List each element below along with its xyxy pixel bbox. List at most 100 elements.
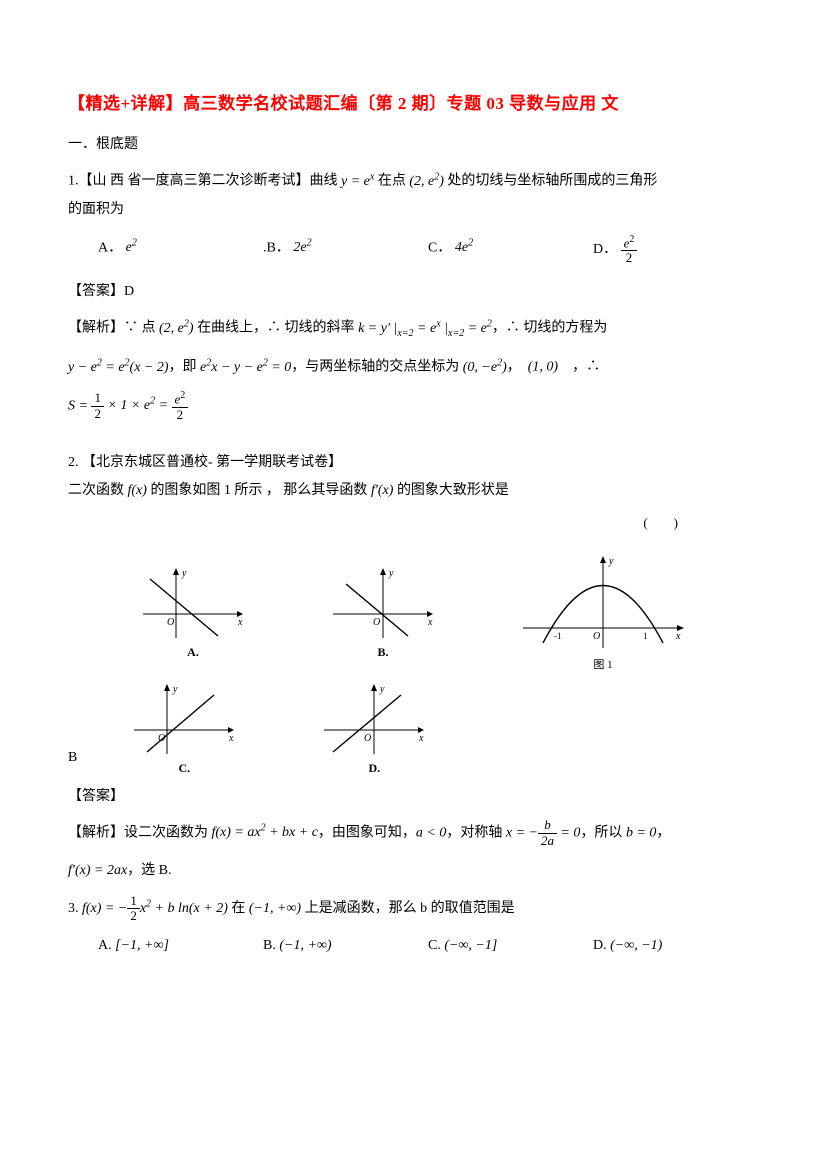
q2-t1: 二次函数 [68,483,128,498]
q2-ep5: f′(x) = 2ax [68,863,127,878]
q1-point: (2, e2) [409,174,444,189]
svg-text:y: y [172,684,178,695]
q2-explain-label: 【解析】 [68,825,124,840]
graph-d: x y O D. [319,682,429,780]
opt-val: (−∞, −1) [610,938,662,953]
opt-label: D. [593,938,607,953]
svg-text:y: y [608,556,614,567]
q3-t3: 上是减函数，那么 b 的取值范围是 [301,901,515,916]
q3-t1: 3. [68,901,82,916]
q2-t2: 的图象如图 1 所示 ， 那么其导函数 [147,483,371,498]
caption-c: C. [129,757,239,780]
svg-text:O: O [593,631,600,642]
opt-val: 4e2 [455,240,473,255]
opt-label: A. [98,938,112,953]
graph-c: x y O C. [129,682,239,780]
line-graph-icon: x y O [138,566,248,641]
svg-text:y: y [181,568,187,579]
question-2: 2. 【北京东城区普通校- 第一学期联考试卷】 二次函数 f(x) 的图象如图 … [68,449,758,888]
svg-text:x: x [228,733,234,744]
opt-val: (−∞, −1] [444,938,497,953]
question-1: 1.【山 西 省一度高三第二次诊断考试】曲线 y = ex 在点 (2, e2)… [68,167,758,423]
svg-text:x: x [418,733,424,744]
q1-options: A． e2 .B． 2e2 C． 4e2 D． e2 2 [68,234,758,266]
svg-text:y: y [379,684,385,695]
q2-e3: ，对称轴 [446,825,506,840]
q1-source: 1.【山 西 省一度高三第二次诊断考试】 [68,174,310,189]
q2-e1: 设二次函数为 [124,825,212,840]
q1-e2: 在曲线上，∴ 切线的斜率 [194,321,359,336]
opt-label: D． [593,242,617,257]
q1-option-c: C． 4e2 [428,234,593,266]
q2-ep4: b = 0 [626,825,656,840]
parabola-icon: x y O -1 1 [518,553,688,653]
caption-b: B. [328,641,438,664]
q1-ep2: k = y′ |x=2 = ex |x=2 = e2 [358,321,492,336]
opt-label: C. [428,938,441,953]
q3-int: (−1, +∞) [249,901,301,916]
opt-val: e2 [126,240,137,255]
q1-answer: D [124,284,134,299]
q3-option-c: C. (−∞, −1] [428,933,593,960]
q3-t2: 在 [228,901,249,916]
svg-text:O: O [364,733,371,744]
q2-fpx: f′(x) [371,483,394,498]
q1-ep5: (0, −e2) [463,360,507,375]
q1-t2: 在点 [374,174,409,189]
q1-ep3: y − e2 = e2(x − 2) [68,360,169,375]
q1-e5: ，与两坐标轴的交点坐标为 [291,360,463,375]
fig1-caption: 图 1 [518,655,688,676]
svg-text:O: O [158,733,165,744]
question-3: 3. f(x) = −12x2 + b ln(x + 2) 在 (−1, +∞)… [68,894,758,960]
q1-option-b: .B． 2e2 [263,234,428,266]
opt-val: (−1, +∞) [279,938,331,953]
q1-e4: ，即 [169,360,201,375]
opt-val: e2 2 [621,234,638,266]
answer-b-inline: B [68,745,77,772]
q3-option-b: B. (−1, +∞) [263,933,428,960]
q1-answer-label: 【答案】 [68,284,124,299]
opt-val: 2e2 [293,240,311,255]
line-graph-icon: x y O [328,566,438,641]
svg-text:O: O [373,617,380,628]
page-title: 【精选+详解】高三数学名校试题汇编〔第 2 期〕专题 03 导数与应用 文 [68,88,758,120]
q1-t3: 处的切线与坐标轴所围成的三角形 [444,174,658,189]
q1-ep4: e2x − y − e2 = 0 [200,360,291,375]
q1-curve: y = ex [341,174,374,189]
svg-text:-1: -1 [554,631,562,641]
q2-fx: f(x) [128,483,147,498]
q2-answer-label: 【答案】 [68,789,124,804]
q1-e7: ，∴ [572,360,600,375]
q2-source: 2. 【北京东城区普通校- 第一学期联考试卷】 [68,449,758,477]
graph-b: x y O B. [328,566,438,664]
q1-option-d: D． e2 2 [593,234,758,266]
q3-option-a: A. [−1, +∞] [98,933,263,960]
svg-text:O: O [167,617,174,628]
q1-t1: 曲线 [310,174,342,189]
q1-e1: ∵ 点 [124,321,159,336]
q1-explain-label: 【解析】 [68,321,124,336]
svg-text:1: 1 [643,631,648,641]
q2-paren: ( ) [68,511,758,536]
opt-label: .B． [263,240,290,255]
line-graph-icon: x y O [319,682,429,757]
opt-label: C． [428,240,451,255]
q2-ep1: f(x) = ax2 + bx + c [212,825,318,840]
opt-label: B. [263,938,276,953]
q2-e5: ， [656,825,670,840]
svg-text:y: y [388,568,394,579]
caption-d: D. [319,757,429,780]
q2-t3: 的图象大致形状是 [393,483,509,498]
svg-text:x: x [237,617,243,628]
q3-fx: f(x) = − [82,901,127,916]
q2-e2: ，由图象可知， [318,825,416,840]
q2-e6: ，选 B. [127,863,171,878]
q1-ep6: (1, 0) [528,360,558,375]
graphs-row-1: x y O A. x y O B. [68,553,758,676]
graph-a: x y O A. [138,566,248,664]
q2-e4: ，所以 [580,825,626,840]
q1-t4: 的面积为 [68,196,758,224]
graph-fig1: x y O -1 1 图 1 [518,553,688,676]
q1-option-a: A． e2 [98,234,263,266]
graphs-row-2: B x y O C. [68,682,758,780]
